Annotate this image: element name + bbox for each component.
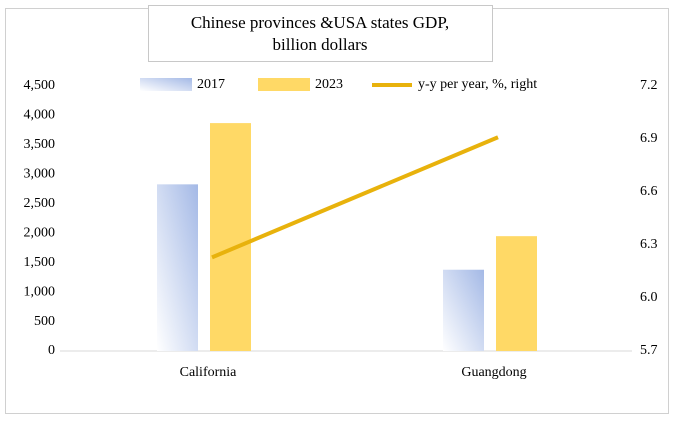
legend-swatch [258,78,310,91]
title-box [148,5,493,62]
y2-tick-label: 5.7 [640,343,658,358]
y-tick-label: 3,000 [24,167,56,182]
x-tick-label: Guangdong [461,365,526,380]
chart-frame [5,8,669,414]
y-tick-label: 2,000 [24,225,56,240]
chart-subtitle: billion dollars [273,35,368,54]
y-tick-label: 1,500 [24,255,56,270]
y-tick-label: 4,000 [24,108,56,123]
y2-tick-label: 7.2 [640,78,658,93]
bar [496,236,537,351]
y2-tick-label: 6.3 [640,237,658,252]
legend-label: y-y per year, %, right [418,77,537,92]
y-tick-label: 1,000 [24,284,56,299]
y-tick-label: 3,500 [24,137,56,152]
line [211,135,499,260]
bar [157,184,198,351]
legend-label: 2017 [197,77,225,92]
y2-tick-label: 6.0 [640,290,658,305]
legend-label: 2023 [315,77,343,92]
chart-title: Chinese provinces &USA states GDP, [191,13,449,32]
y-tick-label: 500 [34,314,55,329]
y-tick-label: 2,500 [24,196,56,211]
y-tick-label: 0 [48,343,55,358]
x-tick-label: California [180,365,238,380]
y2-tick-label: 6.9 [640,131,658,146]
bar [443,269,484,351]
bar [210,123,251,351]
y-tick-label: 4,500 [24,78,56,93]
legend-swatch [140,78,192,91]
y2-tick-label: 6.6 [640,184,658,199]
